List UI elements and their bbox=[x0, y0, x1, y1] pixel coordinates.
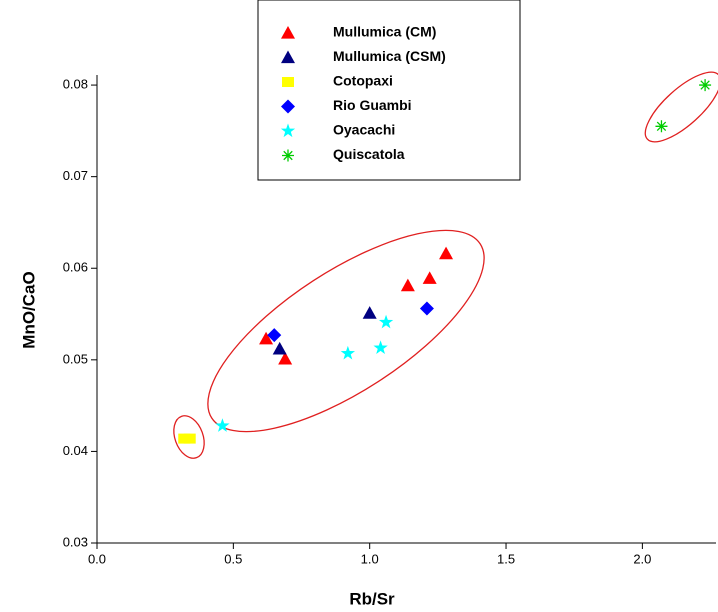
y-axis-title: MnO/CaO bbox=[19, 271, 38, 348]
marker-square bbox=[183, 433, 196, 444]
legend-label: Mullumica (CM) bbox=[333, 24, 436, 40]
marker-star bbox=[280, 123, 296, 138]
x-tick-label: 0.0 bbox=[88, 551, 106, 566]
legend-label: Mullumica (CSM) bbox=[333, 48, 446, 64]
marker-triangle bbox=[259, 331, 274, 345]
cluster-ellipse bbox=[644, 71, 718, 143]
marker-triangle bbox=[272, 341, 287, 355]
y-tick-label: 0.06 bbox=[63, 260, 88, 275]
cluster-ellipse bbox=[207, 229, 485, 433]
x-tick-label: 1.5 bbox=[497, 551, 515, 566]
marker-square bbox=[282, 77, 294, 87]
annotation-ellipses bbox=[173, 71, 718, 459]
marker-star bbox=[378, 314, 394, 329]
marker-asterisk bbox=[655, 120, 668, 133]
marker-triangle bbox=[281, 26, 295, 39]
y-tick-label: 0.03 bbox=[63, 534, 88, 549]
marker-star bbox=[215, 418, 230, 432]
legend-box bbox=[257, 0, 521, 181]
marker-triangle bbox=[362, 306, 377, 319]
marker-star bbox=[373, 340, 388, 354]
x-tick-label: 2.0 bbox=[633, 551, 651, 566]
legend-label: Cotopaxi bbox=[333, 73, 393, 89]
marker-diamond bbox=[281, 99, 295, 114]
y-tick-label: 0.04 bbox=[63, 443, 88, 458]
legend-label: Oyacachi bbox=[333, 122, 395, 138]
marker-asterisk bbox=[282, 149, 294, 162]
marker-triangle bbox=[422, 271, 437, 284]
marker-asterisk bbox=[699, 79, 712, 92]
marker-triangle bbox=[439, 246, 454, 260]
x-axis-title: Rb/Sr bbox=[349, 589, 395, 608]
x-tick-label: 1.0 bbox=[361, 551, 379, 566]
marker-star bbox=[340, 345, 356, 360]
y-tick-label: 0.08 bbox=[63, 77, 88, 92]
marker-triangle bbox=[278, 351, 293, 365]
x-tick-label: 0.5 bbox=[224, 551, 242, 566]
y-tick-label: 0.07 bbox=[63, 168, 88, 183]
legend-label: Rio Guambi bbox=[333, 97, 412, 113]
marker-diamond bbox=[267, 328, 282, 343]
legend-label: Quiscatola bbox=[333, 146, 405, 162]
marker-diamond bbox=[419, 301, 434, 316]
marker-triangle bbox=[400, 278, 415, 292]
y-tick-label: 0.05 bbox=[63, 351, 88, 366]
marker-triangle bbox=[281, 50, 295, 64]
cluster-ellipse bbox=[173, 415, 205, 459]
